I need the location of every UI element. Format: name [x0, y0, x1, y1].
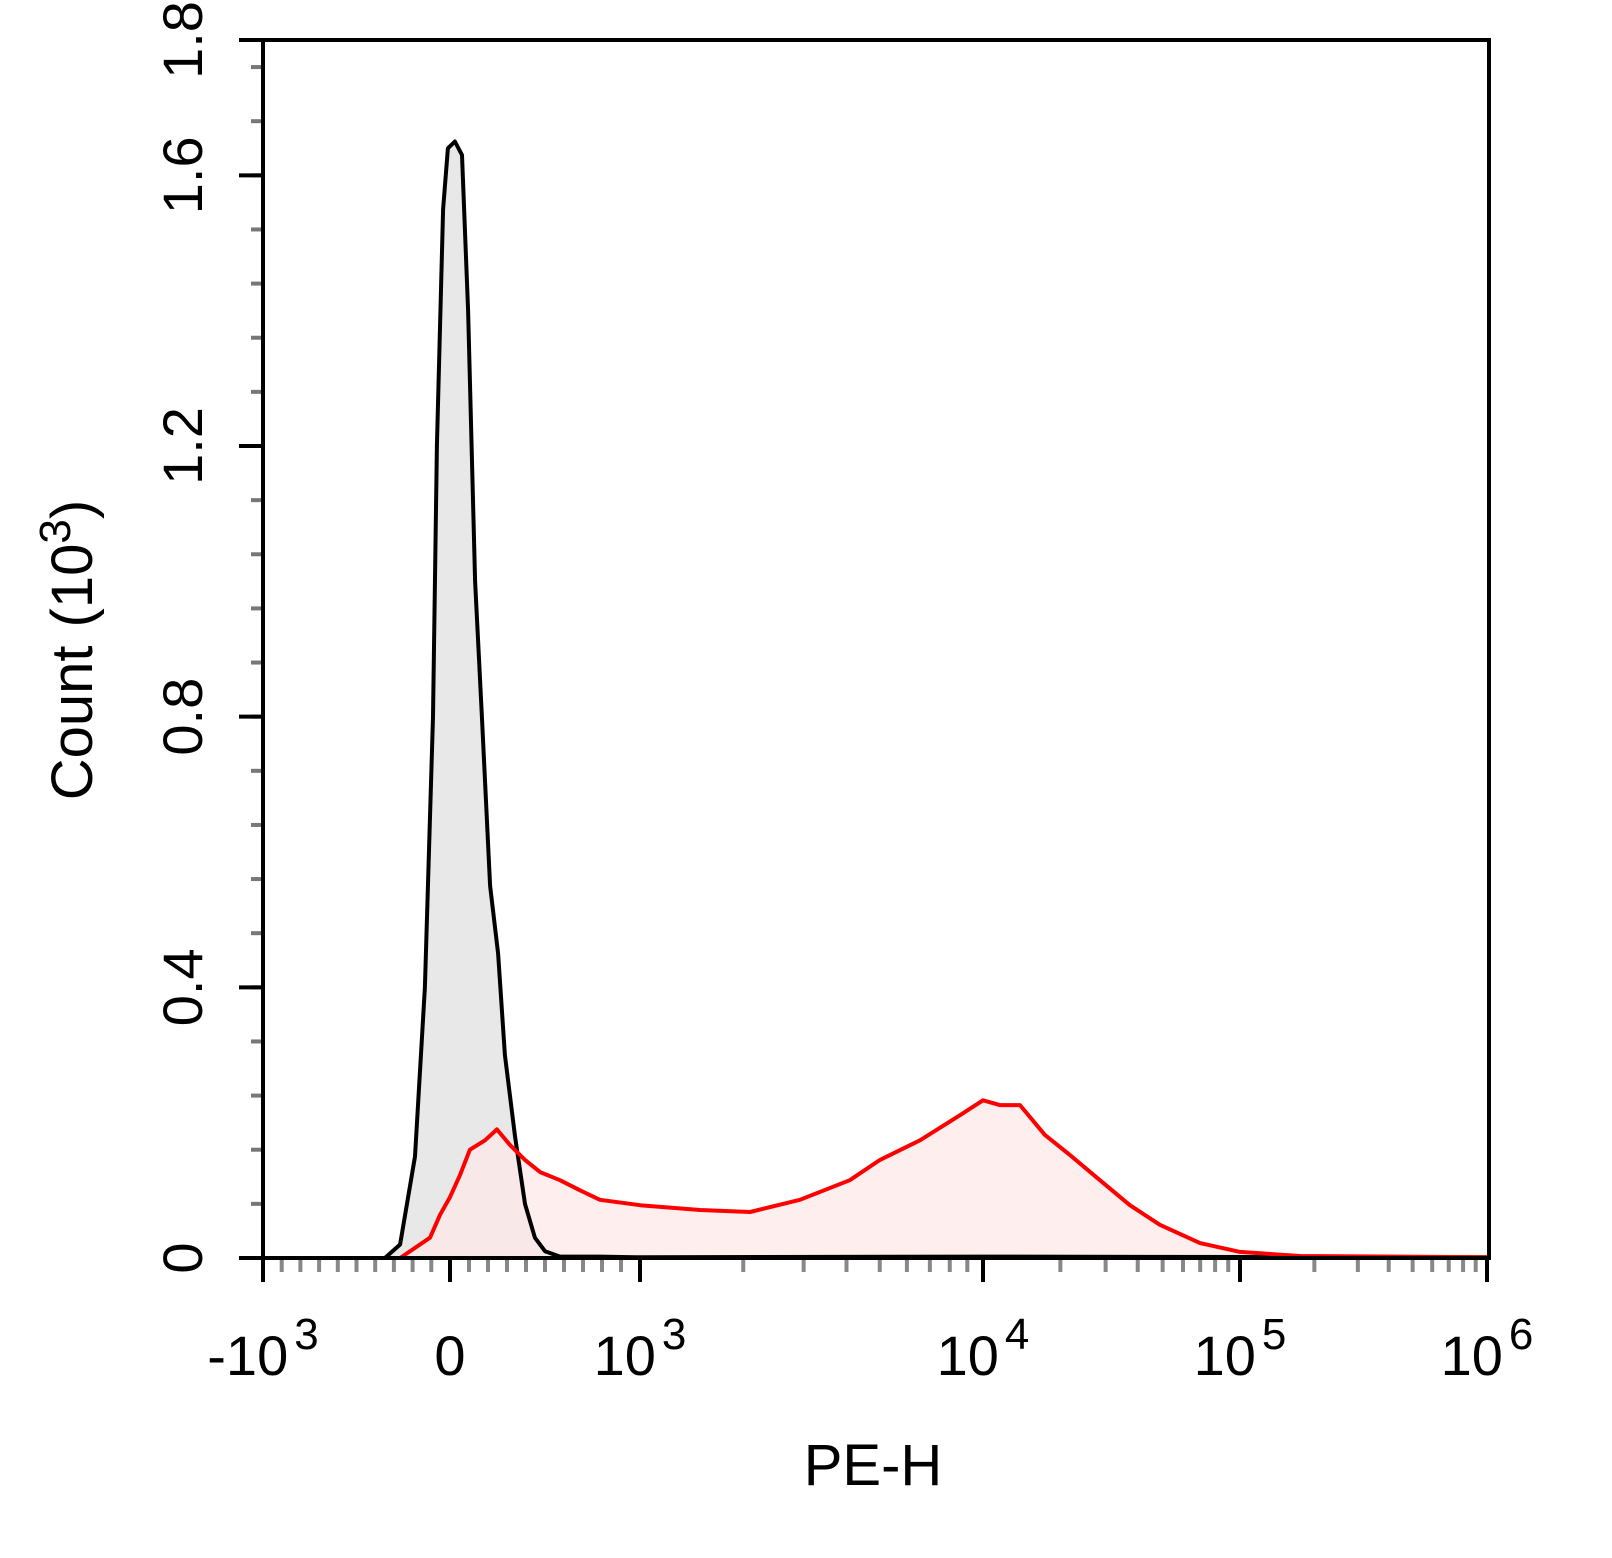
y-tick-label: 0.4 — [151, 948, 214, 1026]
x-tick-exp: 3 — [662, 1310, 686, 1359]
x-tick-base: 10 — [1194, 1324, 1256, 1387]
y-tick-labels: 0 0.4 0.8 1.2 1.6 1.8 — [151, 1, 214, 1274]
plot-frame — [261, 38, 1491, 1260]
series-0-line — [263, 139, 1488, 1260]
series-1-fill — [263, 1100, 1487, 1258]
major-ticks — [239, 38, 1489, 1282]
y-axis-unit-exp: 3 — [31, 519, 80, 543]
x-tick-label: 10 3 — [594, 1310, 687, 1387]
series-1-line — [263, 1098, 1488, 1260]
x-tick-exp: 3 — [294, 1310, 318, 1359]
x-tick-exp: 4 — [1005, 1310, 1029, 1359]
y-tick-label: 1.8 — [151, 1, 214, 79]
series-fills — [263, 141, 1487, 1258]
x-tick-base: -10 — [207, 1324, 288, 1387]
y-axis-title-main: Count — [40, 645, 105, 800]
y-axis-unit-base: 10 — [40, 544, 105, 609]
y-tick-label: 1.6 — [151, 136, 214, 214]
x-tick-exp: 5 — [1262, 1310, 1286, 1359]
y-axis-title: Count(103) — [31, 500, 105, 800]
x-axis-title: PE-H — [804, 1433, 943, 1498]
series-lines — [263, 139, 1488, 1260]
x-tick-base: 10 — [1441, 1324, 1503, 1387]
x-tick-label: -10 3 — [207, 1310, 318, 1387]
x-tick-base: 0 — [434, 1324, 465, 1387]
x-tick-base: 10 — [594, 1324, 656, 1387]
y-tick-label: 1.2 — [151, 407, 214, 485]
x-tick-base: 10 — [937, 1324, 999, 1387]
x-tick-label: 10 6 — [1441, 1310, 1534, 1387]
x-tick-label: 10 4 — [937, 1310, 1030, 1387]
x-tick-label: 10 5 — [1194, 1310, 1287, 1387]
x-tick-label: 0 — [434, 1324, 465, 1387]
minor-ticks — [251, 65, 1478, 1272]
y-tick-label: 0.8 — [151, 678, 214, 756]
series-0-fill — [263, 141, 1487, 1258]
x-tick-exp: 6 — [1509, 1310, 1533, 1359]
y-tick-label: 0 — [151, 1242, 214, 1273]
x-tick-labels: -10 3 0 10 3 10 4 10 5 10 6 — [207, 1310, 1533, 1387]
